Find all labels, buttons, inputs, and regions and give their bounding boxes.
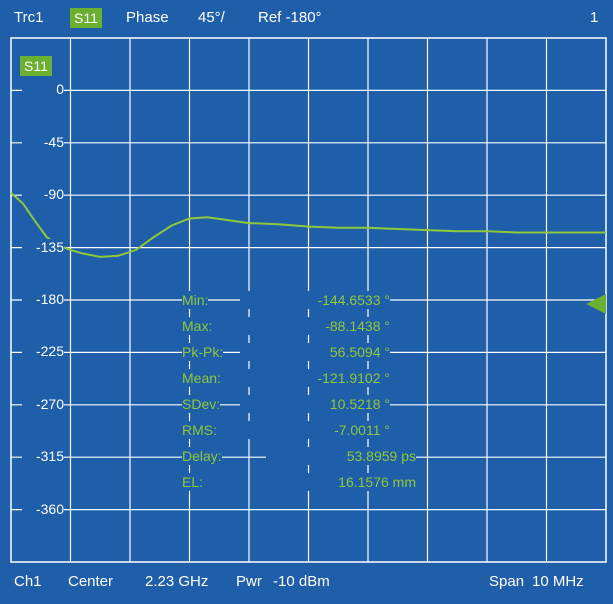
stat-value: 16.1576 mm (266, 473, 416, 491)
footer-center-label: Center (68, 573, 114, 590)
param-badge[interactable]: S11 (70, 8, 102, 28)
y-tick-label: -135 (22, 238, 64, 255)
trace-s11-line (10, 192, 606, 258)
reference-marker-icon[interactable] (586, 294, 606, 314)
stat-label: Delay: (182, 447, 222, 465)
y-tick-label: -45 (22, 133, 64, 150)
scale-label[interactable]: 45°/ (198, 9, 225, 26)
stat-label: RMS: (182, 421, 217, 439)
stat-value: -88.1438 ° (240, 317, 390, 335)
y-tick-label: -270 (22, 395, 64, 412)
stat-value: -144.6533 ° (240, 291, 390, 309)
ref-label[interactable]: Ref -180° (258, 9, 322, 26)
stat-label: Max: (182, 317, 213, 335)
y-tick-label: -315 (22, 448, 64, 465)
footer-center-value[interactable]: 2.23 GHz (145, 573, 209, 590)
footer-span-label: Span (489, 573, 525, 590)
footer-channel[interactable]: Ch1 (14, 573, 42, 590)
y-tick-label: -90 (22, 186, 64, 203)
stat-label: EL: (182, 473, 204, 491)
stat-value: 56.5094 ° (240, 343, 390, 361)
channel-number: 1 (590, 9, 599, 26)
footer-span-value[interactable]: 10 MHz (532, 573, 584, 590)
stat-label: Min: (182, 291, 209, 309)
stat-value: -121.9102 ° (240, 369, 390, 387)
trace-name[interactable]: Trc1 (14, 9, 44, 26)
trace-badge[interactable]: S11 (20, 56, 52, 76)
stat-label: SDev: (182, 395, 221, 413)
stat-value: 10.5218 ° (240, 395, 390, 413)
format-label[interactable]: Phase (126, 9, 169, 26)
footer-power-label: Pwr (236, 573, 262, 590)
y-tick-label: -225 (22, 343, 64, 360)
footer-power-value[interactable]: -10 dBm (273, 573, 330, 590)
stat-label: Mean: (182, 369, 221, 387)
y-tick-label: -360 (22, 500, 64, 517)
stat-value: -7.0011 ° (240, 421, 390, 439)
y-tick-label: 0 (22, 81, 64, 98)
stat-label: Pk-Pk: (182, 343, 224, 361)
stat-value: 53.8959 ps (266, 447, 416, 465)
y-tick-label: -180 (22, 291, 64, 307)
